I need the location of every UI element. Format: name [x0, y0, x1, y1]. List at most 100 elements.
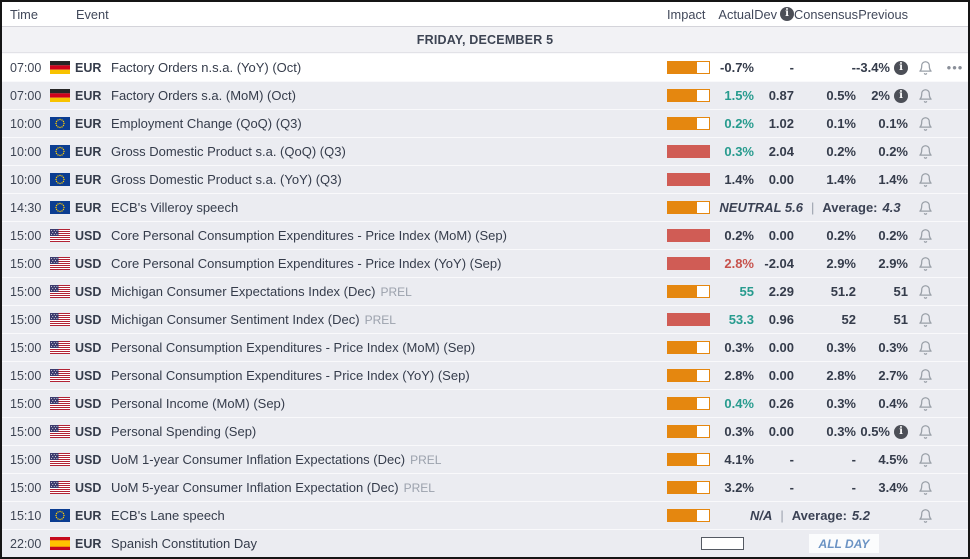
info-icon[interactable]: i [780, 7, 794, 21]
notification-bell-icon[interactable] [908, 172, 942, 188]
actual-value: 0.3% [724, 144, 754, 159]
currency-label: USD [75, 284, 102, 299]
event-name[interactable]: Personal Income (MoM) (Sep) [111, 396, 667, 411]
notification-bell-icon[interactable] [908, 508, 942, 524]
event-name[interactable]: UoM 5-year Consumer Inflation Expectatio… [111, 480, 667, 495]
previous-cell: 1.4% [856, 172, 908, 187]
impact-indicator [667, 89, 710, 102]
prel-tag: PREL [410, 453, 442, 467]
info-icon[interactable]: i [894, 60, 908, 75]
event-time: 15:00 [10, 312, 42, 327]
notification-bell-icon[interactable] [908, 368, 942, 384]
notification-bell-icon[interactable] [908, 396, 942, 412]
calendar-row[interactable]: 15:00 USD UoM 5-year Consumer Inflation … [2, 473, 968, 501]
event-name[interactable]: Gross Domestic Product s.a. (YoY) (Q3) [111, 172, 667, 187]
calendar-row[interactable]: 15:00 USD Personal Consumption Expenditu… [2, 361, 968, 389]
notification-bell-icon[interactable] [908, 228, 942, 244]
event-time: 14:30 [10, 200, 42, 215]
event-title: Core Personal Consumption Expenditures -… [111, 228, 507, 243]
event-time: 10:00 [10, 116, 42, 131]
country-flag [50, 229, 70, 242]
event-time: 15:00 [10, 340, 42, 355]
info-icon[interactable]: i [894, 88, 908, 103]
event-name[interactable]: ECB's Villeroy speech [111, 200, 667, 215]
actual-value: 0.4% [724, 396, 754, 411]
calendar-row[interactable]: 15:00 USD Personal Consumption Expenditu… [2, 333, 968, 361]
notification-bell-icon[interactable] [908, 256, 942, 272]
calendar-row[interactable]: 15:00 USD Personal Spending (Sep) 0.3% 0… [2, 417, 968, 445]
previous-value: 0.3% [878, 340, 908, 355]
previous-value: 2.9% [878, 256, 908, 271]
currency-label: USD [75, 368, 102, 383]
col-header-time: Time [10, 6, 38, 22]
calendar-row[interactable]: 10:00 EUR Employment Change (QoQ) (Q3) 0… [2, 109, 968, 137]
consensus-value: 1.4% [826, 172, 856, 187]
impact-cell [667, 453, 712, 466]
notification-bell-icon[interactable] [908, 424, 942, 440]
currency-label: USD [75, 452, 102, 467]
row-menu-icon[interactable]: ••• [946, 59, 964, 75]
calendar-row[interactable]: 10:00 EUR Gross Domestic Product s.a. (Q… [2, 137, 968, 165]
event-name[interactable]: Gross Domestic Product s.a. (QoQ) (Q3) [111, 144, 667, 159]
actual-value: 1.4% [724, 172, 754, 187]
event-time: 15:00 [10, 452, 42, 467]
calendar-row[interactable]: 22:00 EUR Spanish Constitution Day ALL D… [2, 529, 968, 557]
calendar-row[interactable]: 14:30 EUR ECB's Villeroy speech NEUTRAL … [2, 193, 968, 221]
consensus-value: 52 [841, 312, 856, 327]
calendar-row[interactable]: 15:00 USD UoM 1-year Consumer Inflation … [2, 445, 968, 473]
impact-indicator [667, 369, 710, 382]
previous-value: 3.4% [878, 480, 908, 495]
event-name[interactable]: Michigan Consumer Expectations Index (De… [111, 284, 667, 299]
event-name[interactable]: Employment Change (QoQ) (Q3) [111, 116, 667, 131]
calendar-row[interactable]: 10:00 EUR Gross Domestic Product s.a. (Y… [2, 165, 968, 193]
event-name[interactable]: Factory Orders s.a. (MoM) (Oct) [111, 88, 667, 103]
info-icon[interactable]: i [894, 424, 908, 439]
event-name[interactable]: Personal Consumption Expenditures - Pric… [111, 368, 667, 383]
country-flag [50, 61, 70, 74]
event-name[interactable]: Factory Orders n.s.a. (YoY) (Oct) [111, 60, 667, 75]
currency-label: EUR [75, 116, 102, 131]
consensus-value: 0.3% [826, 396, 856, 411]
calendar-row[interactable]: 15:00 USD Personal Income (MoM) (Sep) 0.… [2, 389, 968, 417]
currency-label: EUR [75, 60, 102, 75]
calendar-row[interactable]: 15:00 USD Michigan Consumer Sentiment In… [2, 305, 968, 333]
calendar-row[interactable]: 15:00 USD Michigan Consumer Expectations… [2, 277, 968, 305]
notification-bell-icon[interactable] [908, 284, 942, 300]
impact-indicator [667, 313, 710, 326]
event-name[interactable]: Spanish Constitution Day [111, 536, 701, 551]
notification-bell-icon[interactable] [908, 60, 942, 76]
calendar-row[interactable]: 15:10 EUR ECB's Lane speech N/A | Averag… [2, 501, 968, 529]
event-name[interactable]: UoM 1-year Consumer Inflation Expectatio… [111, 452, 667, 467]
notification-bell-icon[interactable] [908, 200, 942, 216]
notification-bell-icon[interactable] [908, 88, 942, 104]
notification-bell-icon[interactable] [908, 480, 942, 496]
event-name[interactable]: Personal Consumption Expenditures - Pric… [111, 340, 667, 355]
calendar-row[interactable]: 07:00 EUR Factory Orders s.a. (MoM) (Oct… [2, 81, 968, 109]
event-name[interactable]: Michigan Consumer Sentiment Index (Dec) P… [111, 312, 667, 327]
impact-indicator [667, 285, 710, 298]
all-day-badge: ALL DAY [808, 534, 880, 553]
event-name[interactable]: Personal Spending (Sep) [111, 424, 667, 439]
currency-label: USD [75, 340, 102, 355]
notification-bell-icon[interactable] [908, 312, 942, 328]
impact-cell [667, 229, 712, 242]
event-name[interactable]: ECB's Lane speech [111, 508, 667, 523]
event-name[interactable]: Core Personal Consumption Expenditures -… [111, 256, 667, 271]
previous-cell: 51 [856, 312, 908, 327]
event-title: Michigan Consumer Sentiment Index (Dec) [111, 312, 360, 327]
calendar-row[interactable]: 07:00 EUR Factory Orders n.s.a. (YoY) (O… [2, 53, 968, 81]
event-name[interactable]: Core Personal Consumption Expenditures -… [111, 228, 667, 243]
currency-label: USD [75, 228, 102, 243]
calendar-row[interactable]: 15:00 USD Core Personal Consumption Expe… [2, 221, 968, 249]
impact-cell [667, 173, 712, 186]
notification-bell-icon[interactable] [908, 116, 942, 132]
consensus-value: 0.3% [826, 340, 856, 355]
calendar-row[interactable]: 15:00 USD Core Personal Consumption Expe… [2, 249, 968, 277]
notification-bell-icon[interactable] [908, 452, 942, 468]
notification-bell-icon[interactable] [908, 144, 942, 160]
event-time: 10:00 [10, 144, 42, 159]
event-time: 15:00 [10, 368, 42, 383]
currency-label: USD [75, 480, 102, 495]
notification-bell-icon[interactable] [908, 340, 942, 356]
